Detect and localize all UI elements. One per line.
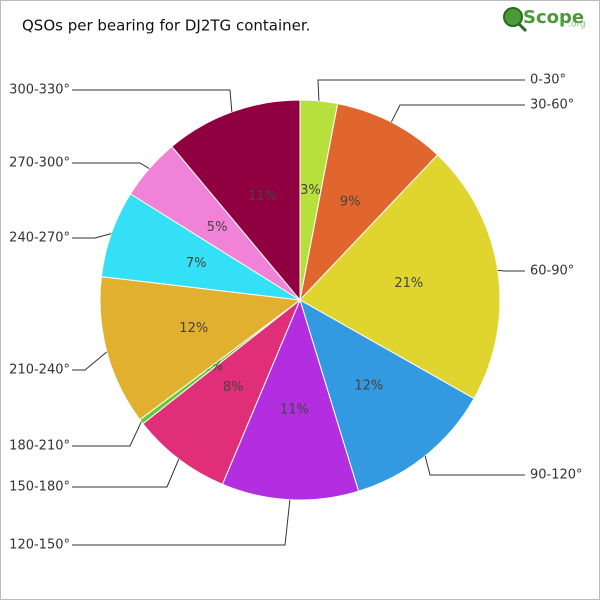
leader-line: [424, 455, 525, 476]
leader-line: [390, 104, 525, 123]
pie-slice: [171, 99, 301, 302]
slice-label: 11%: [248, 189, 277, 204]
pie-slice: [299, 298, 475, 492]
category-label: 210-240°: [9, 363, 70, 378]
category-label: 150-180°: [9, 480, 70, 495]
slice-label: 9%: [340, 195, 361, 210]
slice-label: 12%: [179, 321, 208, 336]
leader-line: [72, 421, 142, 447]
logo-suffix: .org: [568, 20, 586, 30]
chart-title: QSOs per bearing for DJ2TG container.: [22, 17, 310, 35]
category-label: 120-150°: [9, 538, 70, 553]
category-label: 300-330°: [9, 83, 70, 98]
logo-icon: [503, 7, 523, 27]
leader-line: [72, 499, 291, 546]
leader-line: [72, 458, 180, 488]
pie-slice: [142, 298, 302, 486]
logo-text: Scope: [523, 7, 584, 28]
slice-label: 11%: [280, 402, 309, 417]
category-label: 0-30°: [530, 73, 566, 88]
pie-slice: [99, 276, 302, 421]
slice-label: 5%: [207, 220, 228, 235]
slice-label: 21%: [394, 276, 423, 291]
pie-slice: [221, 298, 360, 501]
category-label: 30-60°: [530, 98, 574, 113]
leader-line: [497, 269, 525, 272]
leader-line: [72, 233, 112, 239]
category-label: 60-90°: [530, 264, 574, 279]
category-label: 270-300°: [9, 156, 70, 171]
slice-label: 8%: [223, 380, 244, 395]
leader-line: [72, 351, 108, 371]
leader-line: [72, 89, 233, 113]
category-label: 240-270°: [9, 231, 70, 246]
leader-line: [72, 162, 150, 169]
slice-label: 12%: [354, 378, 383, 393]
logo-icon-handle: [517, 22, 528, 33]
leader-line: [317, 79, 525, 101]
category-label: 180-210°: [9, 439, 70, 454]
category-label: 90-120°: [530, 468, 583, 483]
pie-slice: [299, 154, 501, 400]
slice-label: 7%: [186, 256, 207, 271]
slice-label: 3%: [300, 183, 321, 198]
logo: Scope .org: [503, 7, 586, 33]
